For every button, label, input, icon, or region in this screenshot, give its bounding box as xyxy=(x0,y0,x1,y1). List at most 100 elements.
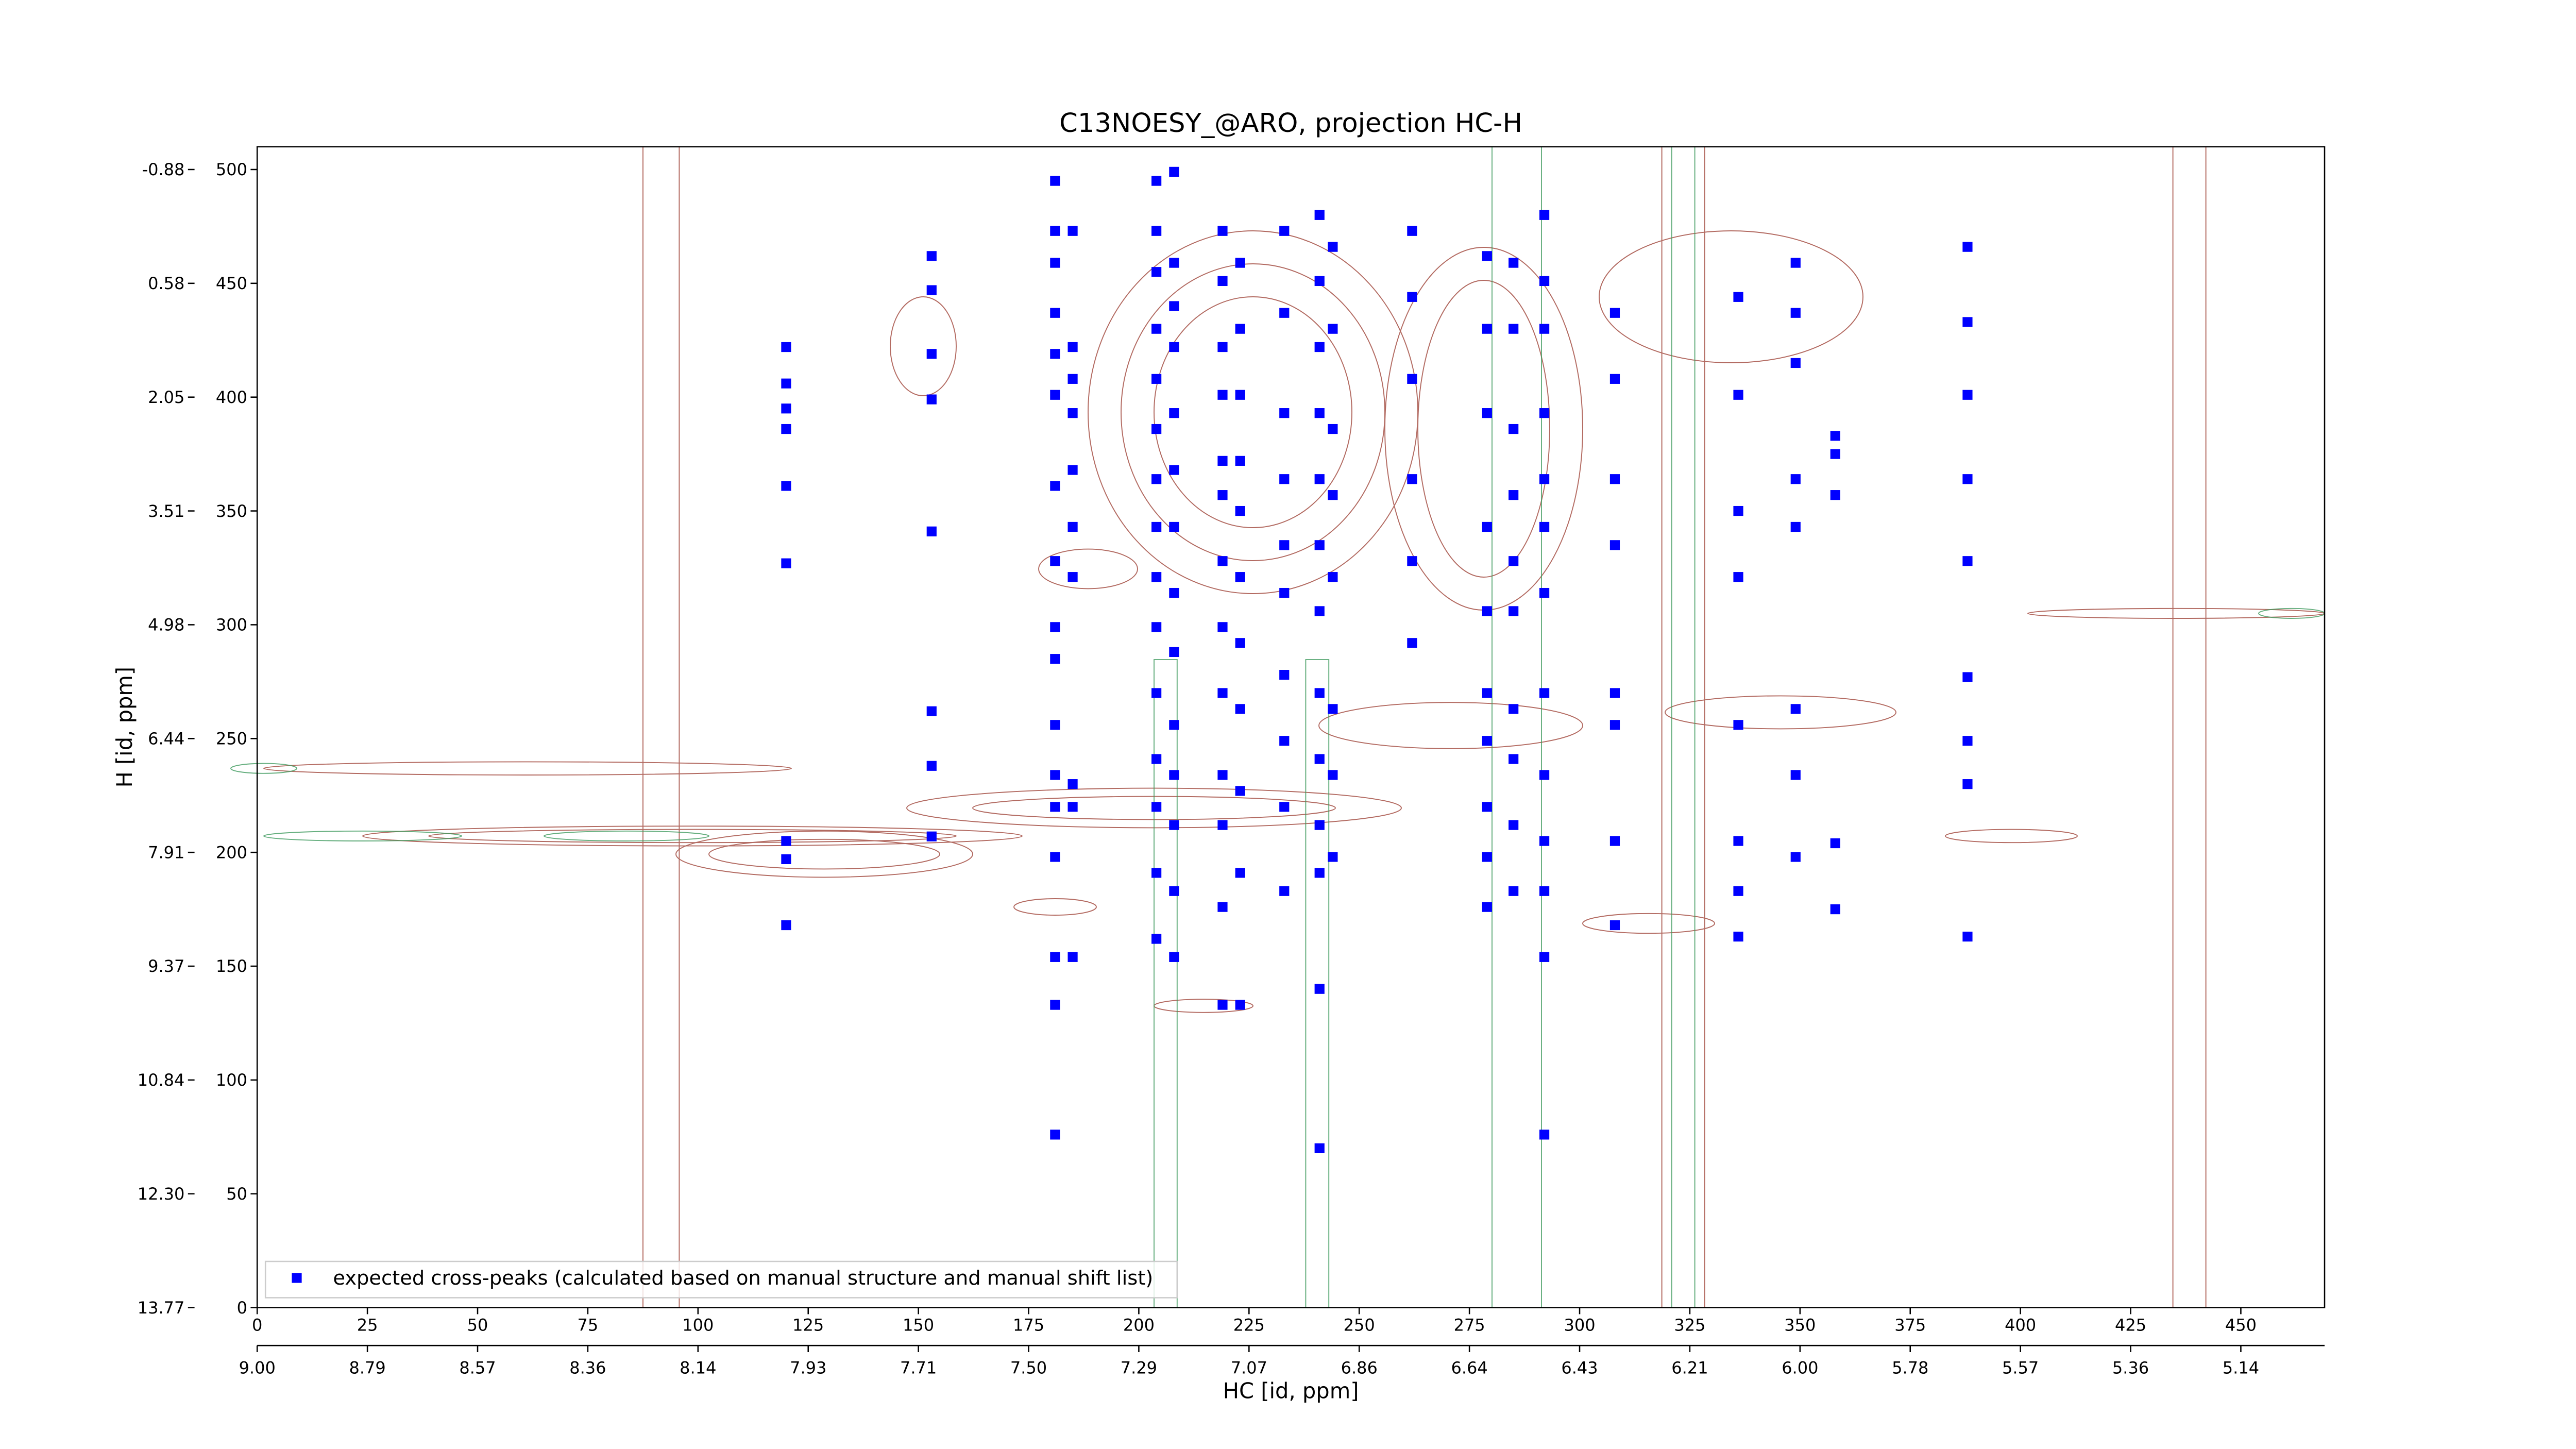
cross-peak xyxy=(1279,802,1290,812)
cross-peak xyxy=(1050,720,1060,730)
cross-peak xyxy=(1050,654,1060,664)
cross-peak xyxy=(1509,258,1519,268)
cross-peak xyxy=(1482,606,1492,616)
x-tick-label: 350 xyxy=(1784,1315,1816,1335)
cross-peak xyxy=(1050,226,1060,236)
cross-peak xyxy=(1790,258,1801,268)
cross-peak xyxy=(1539,770,1550,780)
cross-peak xyxy=(1962,390,1973,400)
chart-title: C13NOESY_@ARO, projection HC-H xyxy=(1059,108,1522,139)
cross-peak xyxy=(1733,886,1743,896)
cross-peak xyxy=(1279,308,1290,318)
cross-peak xyxy=(781,836,791,846)
cross-peak xyxy=(1482,324,1492,334)
cross-peak xyxy=(1539,521,1550,532)
cross-peak xyxy=(1050,1130,1060,1140)
cross-peak xyxy=(1217,490,1228,500)
cross-peak xyxy=(1407,226,1417,236)
cross-peak xyxy=(1151,226,1162,236)
cross-peak xyxy=(1235,324,1245,334)
cross-peak xyxy=(1328,572,1338,582)
x-ppm-tick-label: 5.57 xyxy=(2002,1358,2039,1378)
cross-peak xyxy=(1217,226,1228,236)
cross-peak xyxy=(1235,638,1245,648)
cross-peak xyxy=(1151,521,1162,532)
cross-peak xyxy=(1407,638,1417,648)
cross-peak xyxy=(1830,838,1840,849)
cross-peak xyxy=(1962,736,1973,746)
cross-peak xyxy=(1482,902,1492,912)
cross-peak xyxy=(1169,342,1179,352)
cross-peak xyxy=(1235,868,1245,878)
cross-peak xyxy=(1733,390,1743,400)
cross-peak xyxy=(1609,540,1620,550)
x-ppm-tick-label: 7.71 xyxy=(900,1358,937,1378)
x-tick-label: 400 xyxy=(2005,1315,2036,1335)
cross-peak xyxy=(1314,342,1325,352)
cross-peak xyxy=(1539,688,1550,698)
cross-peak xyxy=(1539,886,1550,896)
cross-peak xyxy=(1169,647,1179,658)
x-ppm-tick-label: 5.14 xyxy=(2223,1358,2259,1378)
cross-peak xyxy=(1609,920,1620,931)
cross-peak xyxy=(1050,349,1060,359)
cross-peak xyxy=(1067,342,1078,352)
cross-peak xyxy=(1609,688,1620,698)
cross-peak xyxy=(1539,474,1550,484)
legend-label: expected cross-peaks (calculated based o… xyxy=(333,1267,1153,1290)
y-tick-label: 200 xyxy=(216,843,247,862)
cross-peak xyxy=(926,761,937,771)
cross-peak xyxy=(1539,836,1550,846)
cross-peak xyxy=(1169,952,1179,962)
cross-peak xyxy=(1962,242,1973,252)
cross-peak xyxy=(1407,292,1417,302)
cross-peak xyxy=(781,558,791,568)
x-ppm-tick-label: 6.00 xyxy=(1782,1358,1818,1378)
cross-peak xyxy=(1539,210,1550,220)
cross-peak xyxy=(1151,868,1162,878)
cross-peak xyxy=(1790,521,1801,532)
cross-peak xyxy=(1169,770,1179,780)
y-tick-label: 150 xyxy=(216,956,247,976)
cross-peak xyxy=(1279,886,1290,896)
cross-peak xyxy=(1279,226,1290,236)
cross-peak xyxy=(1217,902,1228,912)
cross-peak xyxy=(1169,886,1179,896)
x-ppm-tick-label: 7.50 xyxy=(1010,1358,1047,1378)
x-ppm-tick-label: 6.43 xyxy=(1561,1358,1598,1378)
cross-peak xyxy=(1151,176,1162,186)
x-tick-label: 50 xyxy=(467,1315,488,1335)
cross-peak xyxy=(1235,506,1245,516)
cross-peak xyxy=(1235,390,1245,400)
x-ppm-tick-label: 8.14 xyxy=(680,1358,716,1378)
y-axis-label: H [id, ppm] xyxy=(112,667,137,788)
x-tick-label: 425 xyxy=(2115,1315,2146,1335)
y-tick-label: 400 xyxy=(216,387,247,407)
legend-marker xyxy=(292,1273,302,1283)
cross-peak xyxy=(1151,688,1162,698)
cross-peak xyxy=(1733,292,1743,302)
cross-peak xyxy=(1790,852,1801,862)
y-tick-label: 300 xyxy=(216,615,247,635)
cross-peak xyxy=(1830,449,1840,459)
x-tick-label: 0 xyxy=(252,1315,262,1335)
y-ppm-tick-label: 10.84 xyxy=(138,1070,185,1090)
cross-peak xyxy=(1482,852,1492,862)
cross-peak xyxy=(1830,904,1840,915)
cross-peak xyxy=(1050,622,1060,632)
cross-peak xyxy=(1151,324,1162,334)
cross-peak xyxy=(1235,258,1245,268)
cross-peak xyxy=(1962,672,1973,682)
cross-peak xyxy=(1314,1143,1325,1153)
y-tick-label: 450 xyxy=(216,274,247,293)
cross-peak xyxy=(1328,324,1338,334)
cross-peak xyxy=(1733,720,1743,730)
x-tick-label: 150 xyxy=(903,1315,934,1335)
cross-peak xyxy=(1235,786,1245,796)
cross-peak xyxy=(1328,770,1338,780)
x-ppm-tick-label: 8.79 xyxy=(349,1358,385,1378)
cross-peak xyxy=(1169,521,1179,532)
x-tick-label: 275 xyxy=(1454,1315,1485,1335)
cross-peak xyxy=(926,526,937,536)
cross-peak xyxy=(1328,424,1338,434)
